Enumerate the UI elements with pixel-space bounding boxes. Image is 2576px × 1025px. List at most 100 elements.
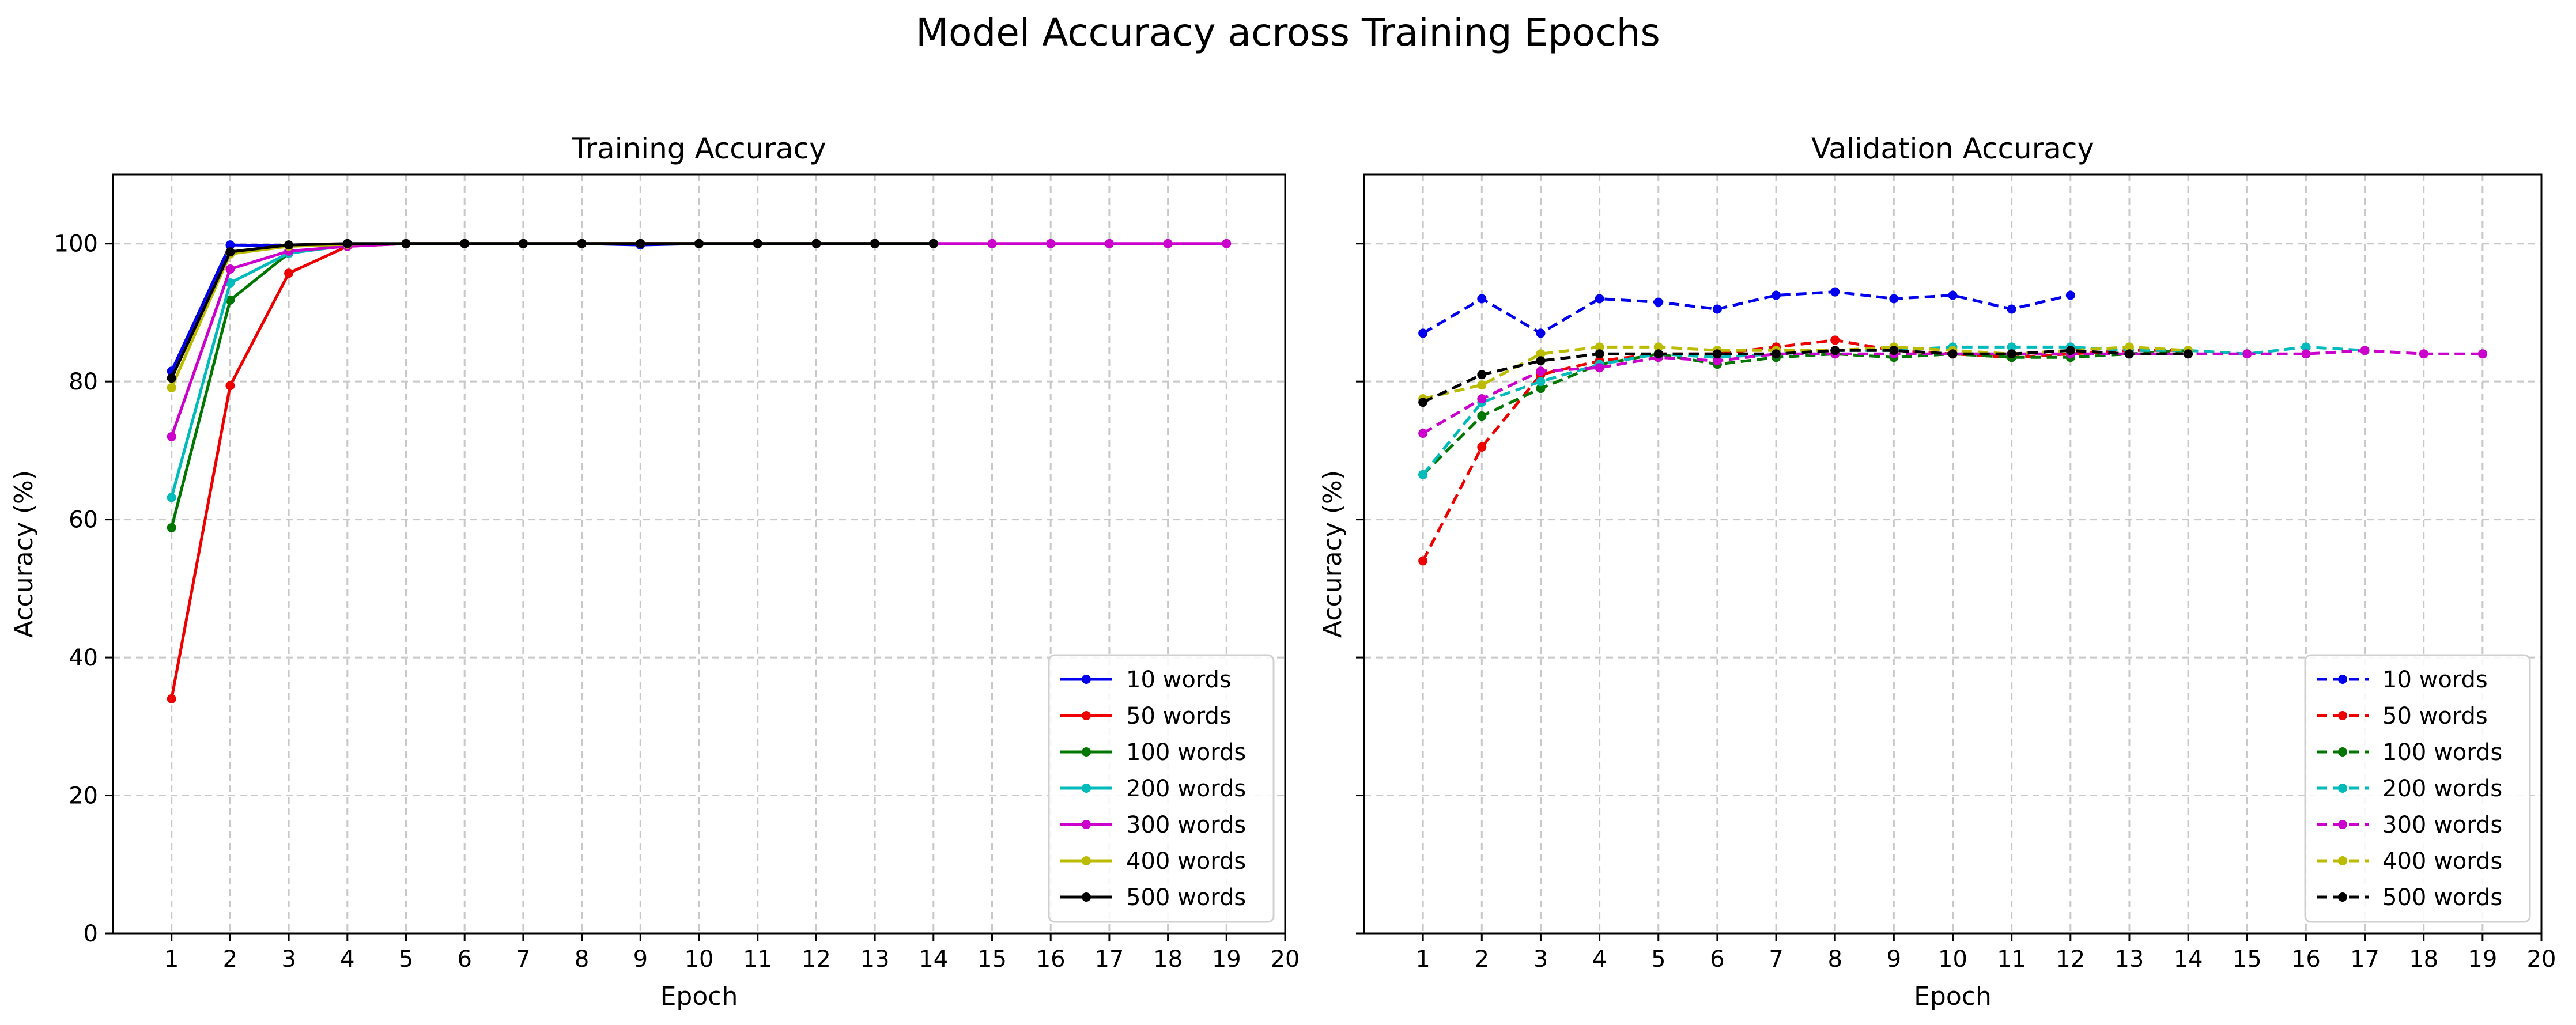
data-point: [2419, 349, 2428, 359]
data-point: [811, 239, 821, 248]
x-tick-label: 9: [1887, 946, 1901, 973]
legend-entry: 500 words: [1126, 884, 1246, 911]
series-line: [170, 242, 934, 372]
data-point: [577, 239, 587, 248]
legend-marker: [2338, 856, 2347, 865]
series-line: [170, 242, 934, 699]
data-point: [1948, 290, 1958, 300]
x-tick-label: 2: [223, 946, 237, 973]
data-point: [2242, 349, 2252, 359]
y-tick-label: 20: [69, 783, 98, 810]
series-7: [167, 239, 938, 383]
x-tick-label: 1: [1415, 946, 1430, 973]
legend-marker: [2338, 892, 2347, 902]
data-point: [1163, 239, 1173, 248]
x-tick-label: 10: [1938, 946, 1967, 973]
data-point: [1477, 442, 1487, 452]
legend-entry: 100 words: [2382, 739, 2502, 766]
x-tick-label: 6: [457, 946, 471, 973]
legend-entry: 100 words: [1126, 739, 1246, 766]
panel-title: Validation Accuracy: [1811, 132, 2094, 165]
data-point: [2007, 342, 2016, 352]
legend-marker: [2338, 820, 2347, 829]
y-axis-title: Accuracy (%): [1318, 470, 1347, 638]
data-point: [1772, 290, 1781, 300]
x-tick-label: 11: [743, 946, 772, 973]
data-point: [1830, 287, 1840, 297]
data-point: [2360, 346, 2370, 355]
data-point: [167, 432, 176, 441]
series-1: [1418, 287, 2075, 338]
data-point: [1772, 349, 1781, 359]
data-point: [1046, 239, 1056, 248]
chart-panel-2: 1 2 3 4 5 6 7 8 9 10 11 12 13 14 15 16 17 18 19 20Validatio…: [1318, 132, 2556, 1011]
x-tick-label: 14: [919, 946, 948, 973]
legend-box: [1048, 654, 1275, 923]
data-point: [284, 268, 294, 278]
x-tick-label: 8: [575, 946, 589, 973]
data-point: [1948, 349, 1958, 359]
data-point: [2007, 349, 2016, 359]
data-point: [460, 239, 470, 248]
data-point: [2065, 346, 2075, 355]
data-point: [1418, 398, 1428, 407]
series-2: [167, 239, 938, 703]
data-point: [1536, 384, 1546, 394]
data-point: [2184, 349, 2193, 359]
data-point: [2065, 290, 2075, 300]
legend-marker: [2338, 747, 2347, 757]
series-line: [170, 242, 934, 388]
legend-entry: 200 words: [1126, 776, 1246, 802]
series-line: [170, 242, 934, 528]
data-point: [2124, 349, 2134, 359]
data-point: [225, 381, 235, 391]
data-point: [1595, 349, 1604, 359]
y-tick-label: 60: [69, 507, 98, 534]
legend-marker: [2338, 675, 2347, 684]
data-point: [2007, 304, 2016, 314]
data-point: [1477, 370, 1487, 380]
chart-panel-1: 1 2 3 4 5 6 7 8 9 10 11 12 13 14 15 16 17 18 19 20020406080…: [9, 132, 1300, 1011]
data-point: [870, 239, 880, 248]
data-point: [987, 239, 997, 248]
data-point: [225, 264, 235, 274]
legend-marker: [1082, 784, 1091, 793]
legend-box: [2304, 654, 2531, 923]
data-point: [1712, 304, 1722, 314]
data-point: [1536, 328, 1546, 338]
data-point: [1418, 556, 1428, 566]
data-point: [1830, 335, 1840, 345]
x-tick-label: 20: [2527, 946, 2556, 973]
panel-title: Training Accuracy: [571, 132, 826, 165]
series-line: [1422, 349, 2189, 404]
y-tick-label: 80: [69, 369, 98, 395]
legend-marker: [1082, 675, 1091, 684]
data-point: [694, 239, 704, 248]
data-point: [2124, 342, 2134, 352]
x-axis-title: Epoch: [1914, 982, 1992, 1011]
legend-entry: 300 words: [1126, 812, 1246, 838]
legend-marker: [1082, 820, 1091, 829]
x-tick-label: 13: [2114, 946, 2144, 973]
x-tick-label: 17: [2350, 946, 2379, 973]
data-point: [1477, 411, 1487, 421]
x-tick-label: 12: [2056, 946, 2085, 973]
x-tick-label: 16: [1036, 946, 1066, 973]
legend-entry: 50 words: [1126, 703, 1232, 729]
legend-marker: [1082, 892, 1091, 902]
x-tick-label: 7: [1769, 946, 1783, 973]
legend-marker: [2338, 784, 2347, 793]
x-tick-label: 5: [399, 946, 413, 973]
data-point: [225, 247, 235, 257]
x-tick-label: 9: [633, 946, 648, 973]
x-tick-label: 3: [1533, 946, 1548, 973]
data-point: [167, 523, 176, 533]
data-point: [1222, 239, 1232, 248]
data-point: [1830, 346, 1840, 355]
data-point: [1712, 349, 1722, 359]
legend: 10 words 50 words 100 words 200 words 300 wo…: [1048, 654, 1275, 923]
series-line: [170, 242, 934, 379]
data-point: [753, 239, 762, 248]
x-tick-label: 4: [1592, 946, 1607, 973]
